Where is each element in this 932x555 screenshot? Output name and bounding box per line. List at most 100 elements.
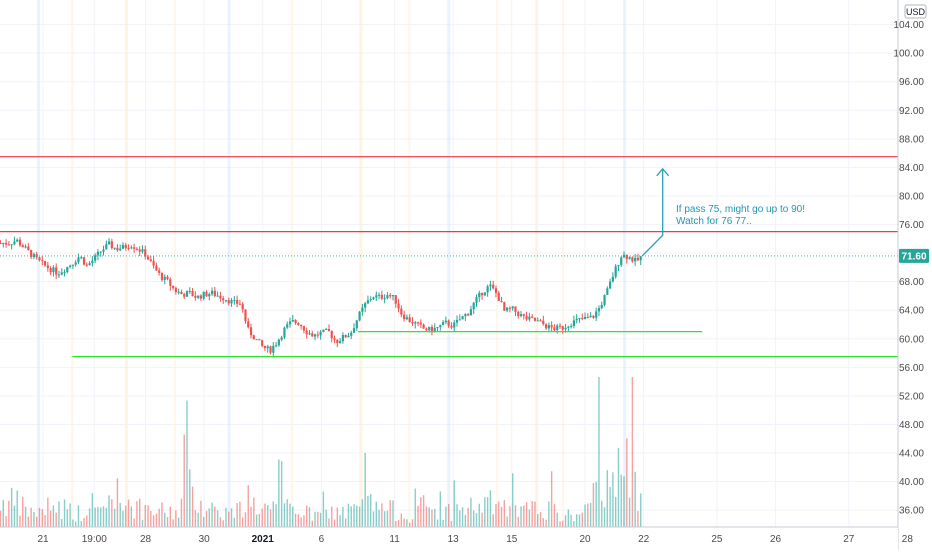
volume-bar [19, 515, 21, 527]
volume-bar [598, 377, 600, 527]
candle-body [625, 254, 628, 260]
volume-bar [175, 510, 177, 527]
candle-body [614, 266, 617, 277]
candle-body [269, 346, 272, 353]
volume-bar [10, 487, 13, 527]
candle-body [266, 346, 269, 349]
candle-body [263, 345, 267, 349]
session-break [408, 0, 411, 527]
volume-bar [255, 514, 258, 527]
candle-body [63, 272, 66, 274]
candle-body [119, 248, 122, 251]
candle-body [272, 345, 275, 353]
volume-bar [584, 504, 586, 527]
price-axis-background[interactable] [898, 0, 932, 550]
candle-body [380, 294, 383, 299]
candle-body [185, 291, 189, 297]
volume-bar [325, 509, 327, 527]
volume-bar [77, 505, 80, 527]
volume-bar [564, 515, 567, 527]
volume-bar [111, 499, 113, 527]
candle-body [13, 241, 16, 245]
candle-body [634, 257, 637, 262]
volume-bar [286, 499, 288, 527]
volume-bar [392, 500, 394, 527]
candle-body [241, 303, 244, 310]
volume-bar [236, 503, 238, 527]
candle-body [305, 330, 308, 335]
annotation-line-2[interactable]: Watch for 76 77.. [676, 216, 752, 227]
candle-body [110, 241, 113, 249]
volume-bar [358, 506, 361, 527]
volume-bar [164, 512, 166, 527]
candle-body [411, 322, 414, 324]
volume-bar [473, 510, 475, 527]
candle-body [558, 325, 562, 327]
candle-body [291, 319, 294, 322]
candle-body [155, 265, 158, 271]
y-tick-label: 36.00 [899, 506, 924, 517]
candle-body [69, 265, 72, 267]
volume-bar [367, 495, 369, 527]
projection-arrow[interactable] [641, 168, 664, 257]
candle-body [439, 325, 442, 328]
candle-body [583, 316, 587, 320]
volume-bar [333, 519, 336, 527]
volume-bar [520, 506, 522, 527]
volume-bar [30, 507, 32, 527]
volume-bar [628, 497, 631, 527]
candle-body [38, 257, 41, 261]
volume-bar [595, 481, 597, 527]
volume-bar [194, 510, 197, 527]
candle-body [383, 298, 386, 300]
volume-bar [347, 503, 350, 527]
candle-body [600, 304, 603, 309]
drawn-lines [0, 156, 898, 358]
volume-bar [322, 491, 325, 527]
y-tick-label: 68.00 [899, 277, 924, 288]
candle-body [542, 320, 545, 325]
volume-bar [214, 506, 216, 527]
session-break [173, 0, 176, 527]
volume-bar [531, 500, 533, 527]
volume-bar [127, 499, 130, 527]
candle-body [391, 295, 395, 297]
volume-bar [253, 497, 255, 527]
candle-body [280, 337, 283, 340]
candle-body [52, 267, 55, 273]
candle-body [430, 326, 434, 333]
candle-body [169, 279, 172, 286]
volume-bar [161, 502, 163, 527]
candle-body [202, 291, 205, 299]
candle-body [286, 324, 289, 328]
candle-body [503, 302, 506, 311]
volume-bar [581, 512, 583, 527]
candle-body [472, 302, 475, 310]
annotation-line-1[interactable]: If pass 75, might go up to 90! [676, 204, 805, 215]
candle-body [400, 308, 403, 315]
volume-bar [122, 510, 124, 527]
candle-body [210, 290, 214, 295]
candle-body [77, 257, 80, 263]
candle-body [277, 339, 280, 346]
candle-body [74, 262, 77, 265]
volume-bar [136, 501, 138, 527]
candle-body [55, 267, 58, 275]
candle-body [166, 276, 169, 280]
time-axis-background[interactable] [0, 527, 898, 550]
y-tick-label: 84.00 [899, 163, 924, 174]
currency-badge[interactable] [904, 4, 927, 19]
volume-bar [603, 507, 606, 527]
volume-bar [22, 497, 24, 527]
volume-bar [525, 502, 528, 527]
candle-body [364, 303, 367, 308]
volume-bar [69, 503, 71, 527]
candle-body [375, 295, 378, 298]
candle-body [144, 249, 147, 257]
candle-body [16, 239, 19, 242]
volume-bar [553, 504, 556, 527]
candle-body [216, 295, 219, 297]
volume-bar [97, 507, 99, 527]
